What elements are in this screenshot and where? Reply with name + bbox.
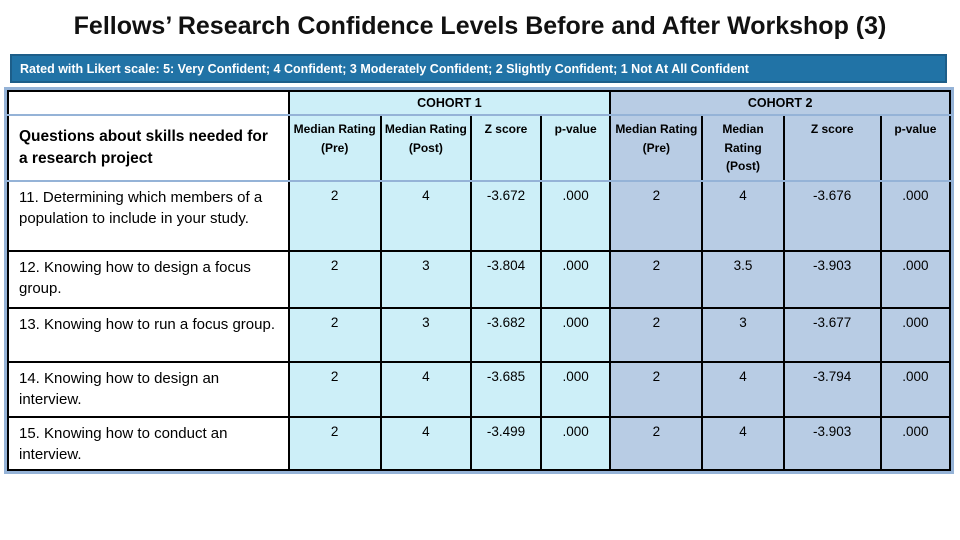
c2-zscore-cell: -3.676 [782,179,882,252]
c1-zscore-header: Z score [469,114,543,182]
c2-median-post-cell: 3.5 [701,249,785,309]
c2-median-post-cell: 4 [701,415,785,471]
c2-pvalue-header: p-value [879,114,952,182]
question-cell: 12. Knowing how to design a focus group. [7,249,290,309]
c2-pvalue-cell: .000 [879,415,952,471]
c2-zscore-cell: -3.903 [782,415,882,471]
c2-pvalue-cell: .000 [879,360,952,418]
c1-pvalue-cell: .000 [540,179,612,252]
confidence-table-wrapper: COHORT 1 COHORT 2 Questions about skills… [4,87,954,474]
c2-median-pre-cell: 2 [609,415,704,471]
c2-median-post-cell: 3 [701,306,785,363]
c1-zscore-cell: -3.804 [469,249,543,309]
page-title: Fellows’ Research Confidence Levels Befo… [73,12,887,40]
c1-zscore-cell: -3.685 [469,360,543,418]
c1-median-post-cell: 3 [379,249,472,309]
c1-median-pre-cell: 2 [287,415,382,471]
c1-median-pre-cell: 2 [287,179,382,252]
c1-zscore-cell: -3.672 [469,179,543,252]
c2-median-pre-cell: 2 [609,360,704,418]
c2-zscore-header: Z score [782,114,882,182]
c1-zscore-cell: -3.682 [469,306,543,363]
c1-median-pre-cell: 2 [287,306,382,363]
likert-scale-text: Rated with Likert scale: 5: Very Confide… [20,61,749,76]
table-row: 14. Knowing how to design an interview. … [7,360,952,418]
likert-scale-banner: Rated with Likert scale: 5: Very Confide… [10,54,947,83]
c1-median-pre-cell: 2 [287,249,382,309]
cohort1-header-cell: COHORT 1 [287,90,612,116]
question-cell: 13. Knowing how to run a focus group. [7,306,290,363]
c1-median-post-cell: 4 [379,179,472,252]
c2-median-pre-cell: 2 [609,306,704,363]
table-row: 15. Knowing how to conduct an interview.… [7,415,952,471]
table-row: 12. Knowing how to design a focus group.… [7,249,952,309]
c2-median-post-cell: 4 [701,360,785,418]
column-header-row: Questions about skills needed for a rese… [7,114,952,182]
c1-median-pre-cell: 2 [287,360,382,418]
corner-cell [7,90,290,116]
c2-median-pre-header: Median Rating (Pre) [609,114,704,182]
c2-pvalue-cell: .000 [879,249,952,309]
question-cell: 15. Knowing how to conduct an interview. [7,415,290,471]
c2-median-post-cell: 4 [701,179,785,252]
c1-pvalue-header: p-value [540,114,612,182]
table-row: 13. Knowing how to run a focus group. 2 … [7,306,952,363]
c1-median-post-cell: 4 [379,415,472,471]
table-row: 11. Determining which members of a popul… [7,179,952,252]
c2-zscore-cell: -3.794 [782,360,882,418]
c1-pvalue-cell: .000 [540,306,612,363]
c2-median-pre-cell: 2 [609,249,704,309]
c2-median-post-header: Median Rating (Post) [701,114,785,182]
c2-zscore-cell: -3.903 [782,249,882,309]
cohort2-header-cell: COHORT 2 [609,90,951,116]
c1-pvalue-cell: .000 [540,415,612,471]
c1-zscore-cell: -3.499 [469,415,543,471]
confidence-table: COHORT 1 COHORT 2 Questions about skills… [7,90,952,471]
c1-pvalue-cell: .000 [540,360,612,418]
c2-median-pre-cell: 2 [609,179,704,252]
c1-median-post-cell: 3 [379,306,472,363]
question-cell: 14. Knowing how to design an interview. [7,360,290,418]
questions-header-cell: Questions about skills needed for a rese… [7,114,290,182]
question-cell: 11. Determining which members of a popul… [7,179,290,252]
c1-pvalue-cell: .000 [540,249,612,309]
c2-zscore-cell: -3.677 [782,306,882,363]
c2-pvalue-cell: .000 [879,179,952,252]
c1-median-post-header: Median Rating (Post) [379,114,472,182]
cohort-header-row: COHORT 1 COHORT 2 [7,90,951,116]
c2-pvalue-cell: .000 [879,306,952,363]
c1-median-post-cell: 4 [379,360,472,418]
c1-median-pre-header: Median Rating (Pre) [287,114,382,182]
